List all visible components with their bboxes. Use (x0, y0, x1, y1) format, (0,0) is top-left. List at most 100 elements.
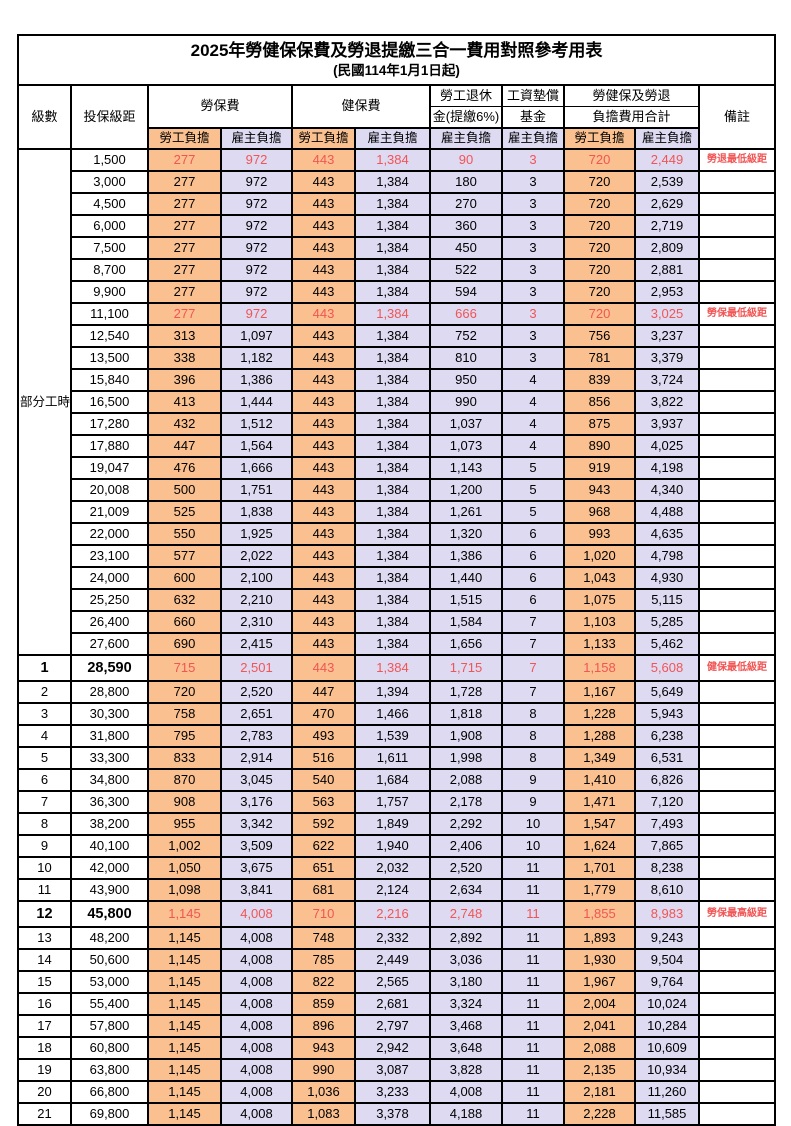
pension-employer-cell: 990 (429, 390, 503, 414)
bracket-cell: 33,300 (70, 746, 149, 770)
table-row: 11 43,900 1,098 3,841 681 2,124 2,634 11 1,779 8,… (17, 878, 777, 902)
fund-employer-cell: 11 (501, 1058, 565, 1082)
bracket-cell: 36,300 (70, 790, 149, 814)
labor-employer-cell: 1,564 (220, 434, 293, 458)
health-employer-cell: 2,449 (354, 948, 431, 972)
health-employer-cell: 1,384 (354, 258, 431, 282)
total-employer-cell: 10,024 (634, 992, 700, 1016)
labor-employee-cell: 277 (147, 258, 222, 282)
labor-employer-cell: 4,008 (220, 970, 293, 994)
fund-employer-cell: 6 (501, 544, 565, 568)
pension-employer-cell: 522 (429, 258, 503, 282)
bracket-cell: 66,800 (70, 1080, 149, 1104)
health-employee-cell: 1,083 (291, 1102, 356, 1126)
total-employer-cell: 3,937 (634, 412, 700, 436)
table-row: 22,000 550 1,925 443 1,384 1,320 6 993 4,635 (18, 522, 777, 546)
total-employer-cell: 4,340 (634, 478, 700, 502)
health-employer-cell: 1,384 (354, 302, 431, 326)
health-employer-cell: 1,384 (354, 214, 431, 238)
total-employee-cell: 1,288 (563, 724, 636, 748)
note-cell (697, 926, 777, 950)
health-employee-cell: 896 (291, 1014, 356, 1038)
health-employee-cell: 443 (291, 500, 356, 524)
note-cell (697, 746, 777, 770)
labor-employee-cell: 758 (147, 702, 222, 726)
health-employee-cell: 443 (291, 258, 356, 282)
note-cell (697, 856, 777, 880)
health-employee-cell: 563 (291, 790, 356, 814)
total-employer-cell: 5,462 (634, 632, 700, 656)
total-employee-cell: 968 (563, 500, 636, 524)
bracket-cell: 13,500 (70, 346, 149, 370)
bracket-cell: 9,900 (70, 280, 149, 304)
fund-employer-cell: 7 (501, 632, 565, 656)
fund-employer-cell: 11 (501, 1014, 565, 1038)
level-cell: 11 (17, 878, 72, 902)
note-cell (697, 790, 777, 814)
labor-employer-cell: 972 (220, 280, 293, 304)
total-employer-cell: 10,284 (634, 1014, 700, 1038)
total-employee-cell: 1,471 (563, 790, 636, 814)
health-employer-cell: 1,384 (354, 654, 431, 682)
table-row: 7 36,300 908 3,176 563 1,757 2,178 9 1,471 7,120 (17, 790, 777, 814)
fund-employer-cell: 3 (501, 302, 565, 326)
note-cell (697, 566, 777, 590)
total-employee-cell: 875 (563, 412, 636, 436)
pension-employer-cell: 1,715 (429, 654, 503, 682)
total-employer-cell: 3,025 (634, 302, 700, 326)
health-employee-cell: 443 (291, 236, 356, 260)
note-cell (697, 390, 777, 414)
header-health-employee-share: 勞工負擔 (291, 127, 356, 150)
fund-employer-cell: 6 (501, 522, 565, 546)
note-cell (697, 948, 777, 972)
bracket-cell: 22,000 (70, 522, 149, 546)
fund-employer-cell: 8 (501, 702, 565, 726)
labor-employer-cell: 2,783 (220, 724, 293, 748)
note-cell (697, 170, 777, 194)
total-employer-cell: 4,635 (634, 522, 700, 546)
labor-employee-cell: 908 (147, 790, 222, 814)
pension-employer-cell: 2,748 (429, 900, 503, 928)
fund-employer-cell: 3 (501, 346, 565, 370)
table-row: 1 28,590 715 2,501 443 1,384 1,715 7 1,158 5,608 健… (17, 654, 777, 682)
level-cell: 14 (17, 948, 72, 972)
labor-employer-cell: 1,666 (220, 456, 293, 480)
total-employee-cell: 720 (563, 302, 636, 326)
header-total-line1: 勞健保及勞退 (563, 84, 700, 107)
health-employer-cell: 2,332 (354, 926, 431, 950)
labor-employee-cell: 338 (147, 346, 222, 370)
fee-table: 2025年勞健保保費及勞退提繳三合一費用對照參考用表 (民國114年1月1日起)… (16, 34, 777, 1126)
total-employee-cell: 1,228 (563, 702, 636, 726)
fund-employer-cell: 11 (501, 900, 565, 928)
header-row-3: 勞工負擔 雇主負擔 勞工負擔 雇主負擔 雇主負擔 雇主負擔 勞工負擔 雇主負擔 (18, 127, 775, 150)
total-employer-cell: 4,930 (634, 566, 700, 590)
header-pension-employer-share: 雇主負擔 (429, 127, 503, 150)
fund-employer-cell: 3 (501, 214, 565, 238)
fund-employer-cell: 6 (501, 588, 565, 612)
pension-employer-cell: 2,634 (429, 878, 503, 902)
note-cell (697, 632, 777, 656)
pension-employer-cell: 90 (429, 148, 503, 172)
note-cell (697, 258, 777, 282)
health-employee-cell: 443 (291, 588, 356, 612)
labor-employee-cell: 1,145 (147, 1036, 222, 1060)
health-employee-cell: 990 (291, 1058, 356, 1082)
health-employer-cell: 3,378 (354, 1102, 431, 1126)
total-employer-cell: 8,238 (634, 856, 700, 880)
bracket-cell: 45,800 (70, 900, 149, 928)
total-employee-cell: 1,020 (563, 544, 636, 568)
total-employer-cell: 5,115 (634, 588, 700, 612)
fee-table-body: 部分工時 1,500 277 972 443 1,384 90 3 720 2,449 勞退最低級距… (17, 148, 777, 1126)
bracket-cell: 63,800 (70, 1058, 149, 1082)
level-cell: 18 (17, 1036, 72, 1060)
total-employer-cell: 2,881 (634, 258, 700, 282)
header-health-fee: 健保費 (291, 84, 431, 129)
health-employee-cell: 443 (291, 192, 356, 216)
health-employee-cell: 443 (291, 346, 356, 370)
total-employee-cell: 720 (563, 236, 636, 260)
health-employer-cell: 1,539 (354, 724, 431, 748)
health-employee-cell: 859 (291, 992, 356, 1016)
fund-employer-cell: 11 (501, 1102, 565, 1126)
note-cell (697, 1102, 777, 1126)
level-cell: 19 (17, 1058, 72, 1082)
